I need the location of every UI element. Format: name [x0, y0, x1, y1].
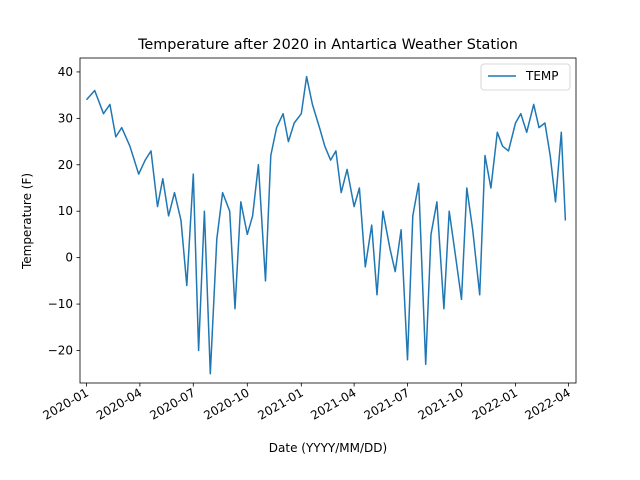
y-axis-ticks: −20 −10 0 10 20 30 40: [48, 65, 80, 358]
y-tick-label: 20: [58, 158, 73, 172]
y-tick-label: −10: [48, 297, 73, 311]
legend-label-temp: TEMP: [525, 69, 559, 83]
x-axis-label: Date (YYYY/MM/DD): [269, 441, 387, 455]
y-tick-label: 0: [65, 251, 73, 265]
legend-box: [480, 63, 571, 91]
y-tick-label: 30: [58, 111, 73, 125]
y-tick-label: −20: [48, 344, 73, 358]
y-tick-label: 40: [58, 65, 73, 79]
legend: TEMP: [480, 63, 571, 91]
plot-area-frame: [79, 57, 577, 384]
y-tick-label: 10: [58, 204, 73, 218]
temp-series-line: [85, 75, 567, 375]
chart-title: Temperature after 2020 in Antartica Weat…: [137, 37, 518, 53]
y-axis-label: Temperature (F): [20, 173, 34, 270]
